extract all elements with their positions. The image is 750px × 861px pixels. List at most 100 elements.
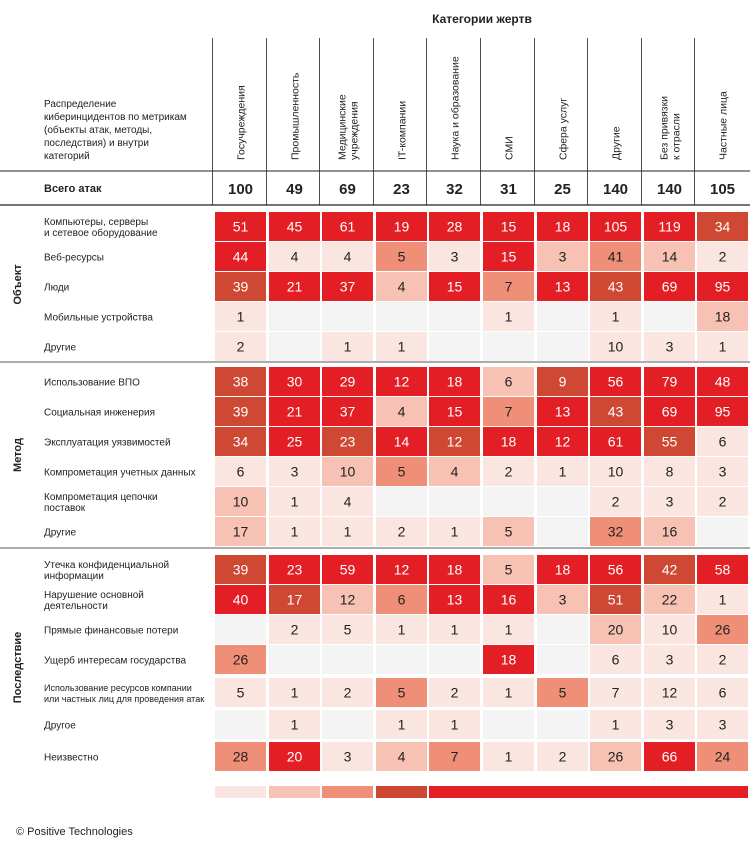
heatmap-cell — [697, 517, 748, 546]
heatmap-cell — [697, 397, 748, 426]
cell-value: 45 — [287, 219, 303, 235]
cell-value: 3 — [666, 652, 674, 668]
scale-swatch — [376, 786, 427, 798]
heatmap-cell — [269, 332, 320, 361]
heatmap-cell — [590, 457, 641, 486]
cell-value: 34 — [233, 434, 249, 450]
cell-value: 1 — [505, 622, 513, 638]
heatmap-cell — [590, 710, 641, 739]
heatmap-cell — [215, 517, 266, 546]
cell-value: 1 — [291, 494, 299, 510]
heatmap-cell — [483, 710, 534, 739]
cell-value: 14 — [394, 434, 410, 450]
heatmap-cell — [590, 332, 641, 361]
cell-value: 66 — [662, 749, 678, 765]
heatmap-cell — [322, 302, 373, 331]
heatmap-cell — [322, 212, 373, 241]
cell-value: 5 — [398, 464, 406, 480]
cell-value: 6 — [237, 464, 245, 480]
heatmap-cell — [537, 367, 588, 396]
heatmap-cell — [590, 242, 641, 271]
heatmap-cell — [537, 742, 588, 771]
cell-value: 37 — [340, 279, 356, 295]
heatmap-cell — [697, 302, 748, 331]
total-value: 25 — [554, 181, 571, 198]
cell-value: 41 — [608, 249, 624, 265]
totals-label: Всего атак — [44, 183, 102, 195]
heatmap-cell — [215, 332, 266, 361]
heatmap-cell — [376, 332, 427, 361]
row-label: Мобильные устройства — [44, 312, 153, 324]
cell-value: 26 — [715, 622, 731, 638]
cell-value: 79 — [662, 374, 678, 390]
cell-value: 10 — [608, 464, 624, 480]
heatmap-cell — [644, 585, 695, 614]
cell-value: 18 — [501, 434, 517, 450]
row-label: Другое — [44, 721, 76, 732]
heatmap-cell — [483, 367, 534, 396]
heatmap-cell — [483, 272, 534, 301]
heatmap-cell — [697, 212, 748, 241]
cell-value: 5 — [237, 685, 245, 701]
heatmap-cell — [590, 272, 641, 301]
cell-value: 7 — [505, 279, 513, 295]
cell-value: 16 — [501, 592, 517, 608]
heatmap-cell — [429, 645, 480, 674]
heatmap-cell — [269, 710, 320, 739]
row-label: Другие — [44, 528, 76, 539]
heatmap-cell — [376, 678, 427, 707]
total-value: 32 — [446, 181, 463, 198]
heatmap-cell — [322, 487, 373, 516]
cell-value: 3 — [666, 339, 674, 355]
cell-value: 23 — [287, 562, 303, 578]
cell-value: 4 — [291, 249, 299, 265]
heatmap-cell — [644, 615, 695, 644]
cell-value: 105 — [604, 219, 628, 235]
heatmap-cell — [537, 457, 588, 486]
cell-value: 1 — [505, 685, 513, 701]
cell-value: 14 — [662, 249, 678, 265]
cell-value: 2 — [398, 524, 406, 540]
heatmap-cell — [644, 555, 695, 584]
cell-value: 69 — [662, 404, 678, 420]
cell-value: 44 — [233, 249, 249, 265]
cell-value: 16 — [662, 524, 678, 540]
category-label: к отрасли — [671, 113, 683, 160]
heatmap-cell — [537, 710, 588, 739]
heatmap-cell — [537, 242, 588, 271]
heatmap-cell — [590, 742, 641, 771]
heatmap-cell — [376, 427, 427, 456]
heatmap-cell — [537, 645, 588, 674]
cell-value: 56 — [608, 562, 624, 578]
cell-value: 39 — [233, 404, 249, 420]
cell-value: 2 — [291, 622, 299, 638]
heatmap-cell — [429, 517, 480, 546]
category-label: Без привязки — [659, 96, 671, 160]
heatmap-cell — [322, 457, 373, 486]
heatmap-cell — [429, 678, 480, 707]
cell-value: 1 — [612, 717, 620, 733]
cell-value: 30 — [287, 374, 303, 390]
heatmap-cell — [590, 487, 641, 516]
heatmap-cell — [537, 487, 588, 516]
heatmap-cell — [429, 332, 480, 361]
category-label: IT-компании — [397, 101, 409, 160]
category-label: учреждения — [349, 101, 361, 160]
row-label: Социальная инженерия — [44, 408, 155, 419]
heatmap-cell — [322, 242, 373, 271]
heatmap-cell — [537, 302, 588, 331]
cell-value: 18 — [447, 562, 463, 578]
heatmap-cell — [429, 585, 480, 614]
total-value: 69 — [339, 181, 356, 198]
heatmap-cell — [644, 710, 695, 739]
cell-value: 4 — [344, 494, 352, 510]
cell-value: 1 — [237, 309, 245, 325]
cell-value: 61 — [608, 434, 624, 450]
heatmap-cell — [269, 585, 320, 614]
cell-value: 15 — [447, 404, 463, 420]
cell-value: 2 — [451, 685, 459, 701]
heatmap-cell — [215, 742, 266, 771]
cell-value: 1 — [291, 685, 299, 701]
cell-value: 1 — [398, 717, 406, 733]
row-label: деятельности — [44, 601, 108, 612]
